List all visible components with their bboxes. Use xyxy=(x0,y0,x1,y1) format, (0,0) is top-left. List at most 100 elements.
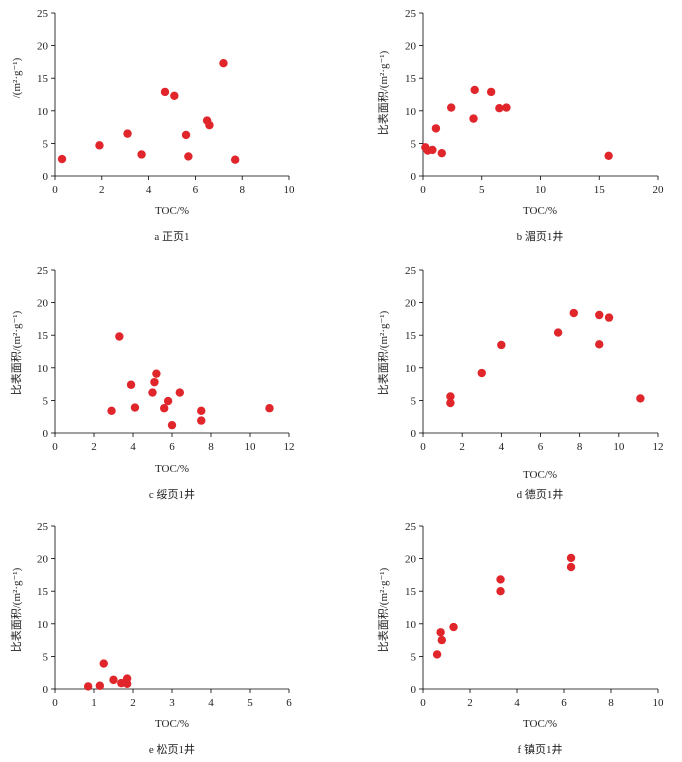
panel-c-x-tick-label: 12 xyxy=(284,441,295,453)
panel-c-y-tick-label: 20 xyxy=(37,298,49,310)
panel-b-x-tick-label: 15 xyxy=(594,184,606,196)
panel-f-y-tick-label: 20 xyxy=(405,554,417,566)
panel-d-point xyxy=(497,340,506,350)
panel-f-y-tick-label: 5 xyxy=(411,651,417,663)
panel-b-point xyxy=(495,103,504,113)
panel-f-point xyxy=(449,622,458,632)
panel-f-point xyxy=(566,553,576,563)
panel-b-x-tick-label: 0 xyxy=(420,184,426,196)
panel-d-y-tick-label: 0 xyxy=(411,428,417,440)
panel-e-point xyxy=(109,675,118,685)
panel-a-ylabel: /(m²·g⁻¹) xyxy=(11,57,23,98)
panel-e-point xyxy=(122,679,132,688)
panel-c-point xyxy=(160,404,169,413)
panel-c-x-tick-label: 10 xyxy=(245,441,257,453)
panel-c-y-tick-label: 25 xyxy=(37,265,49,277)
panel-e-x-tick-label: 0 xyxy=(52,697,58,709)
panel-a-point xyxy=(205,120,214,130)
panel-d: 比表面积/(m²·g⁻¹) TOC/% d 德页1井 0 5 10 15 20 25 0 2 4… xyxy=(376,265,664,501)
panel-b-point xyxy=(447,103,456,112)
panel-e-point xyxy=(95,681,105,690)
panel-d-point xyxy=(477,368,486,378)
panel-d-x-tick-label: 0 xyxy=(420,441,426,453)
panel-b-point xyxy=(437,148,446,158)
panel-d-y-tick-label: 5 xyxy=(411,395,417,407)
panel-b-caption: b 湄页1井 xyxy=(517,229,564,243)
panel-f-point xyxy=(496,575,505,584)
panel-c-y-tick-label: 15 xyxy=(37,330,49,342)
panel-d-x-tick-label: 6 xyxy=(538,441,544,453)
panel-b-point xyxy=(604,151,613,160)
panel-f-point xyxy=(432,650,442,659)
panel-f-caption: f 镇页1井 xyxy=(518,742,563,756)
panel-d-y-tick-label: 15 xyxy=(405,330,417,342)
panel-b-point xyxy=(486,87,496,97)
panel-f-x-tick-label: 4 xyxy=(514,697,520,709)
panel-c-xlabel: TOC/% xyxy=(155,463,189,475)
panel-d-x-tick-label: 12 xyxy=(653,441,664,453)
panel-d-x-tick-label: 10 xyxy=(613,441,625,453)
panel-d-x-tick-label: 4 xyxy=(499,441,505,453)
panel-a-point xyxy=(57,154,67,164)
panel-d-point xyxy=(569,308,578,318)
panel-c-point xyxy=(130,403,140,412)
panel-a-point xyxy=(160,87,170,97)
panel-b-ylabel: 比表面积/(m²·g⁻¹) xyxy=(376,50,390,135)
panel-b-x-tick-label: 5 xyxy=(479,184,485,196)
panel-e-xlabel: TOC/% xyxy=(155,718,189,730)
panel-c-caption: c 绥页1井 xyxy=(149,487,195,501)
panel-e-x-tick-label: 2 xyxy=(130,697,136,709)
panel-f-x-tick-label: 10 xyxy=(653,697,665,709)
panel-e-point xyxy=(83,682,93,691)
panel-a-y-tick-label: 10 xyxy=(37,106,49,118)
panel-a-point xyxy=(95,141,104,150)
panel-a-point xyxy=(230,155,240,164)
panel-e-y-tick-label: 25 xyxy=(37,521,49,533)
panel-c-point xyxy=(265,404,274,413)
panel-f: 比表面积/(m²·g⁻¹) TOC/% f 镇页1井 0 5 10 15 20 25 0 2 4… xyxy=(376,521,664,756)
panel-b-point xyxy=(470,85,479,95)
panel-e-x-tick-label: 4 xyxy=(208,697,214,709)
panel-e-x-tick-label: 3 xyxy=(169,697,175,709)
panel-a-x-tick-label: 2 xyxy=(99,184,105,196)
panel-a-point xyxy=(170,91,179,101)
panel-b-y-tick-label: 15 xyxy=(405,73,417,85)
panel-c-point xyxy=(148,388,157,397)
panel-a-point xyxy=(219,59,228,68)
panel-d-y-tick-label: 20 xyxy=(405,298,417,310)
panel-e-x-tick-label: 6 xyxy=(286,697,292,709)
panel-a-y-tick-label: 5 xyxy=(43,138,49,150)
panel-a-x-tick-label: 6 xyxy=(193,184,199,196)
panel-c-point xyxy=(167,420,177,430)
panel-f-x-tick-label: 2 xyxy=(467,697,473,709)
panel-c-point xyxy=(150,377,159,387)
panel-c-point xyxy=(197,416,206,425)
panel-b-y-tick-label: 20 xyxy=(405,41,417,53)
panel-c-y-tick-label: 5 xyxy=(43,395,49,407)
panel-a-point xyxy=(181,130,191,140)
panel-e-ylabel: 比表面积/(m²·g⁻¹) xyxy=(9,567,23,652)
panel-c-point xyxy=(152,369,161,378)
panel-d-point xyxy=(604,313,614,322)
panel-b-point xyxy=(502,103,511,112)
panel-a-point xyxy=(123,129,132,138)
panel-c-x-tick-label: 8 xyxy=(208,441,214,453)
panel-b-x-tick-label: 20 xyxy=(653,184,665,196)
panel-f-point xyxy=(496,587,505,596)
panel-f-point xyxy=(437,635,446,645)
panel-c: 比表面积/(m²·g⁻¹) TOC/% c 绥页1井 0 5 10 15 20 25 0 2 4… xyxy=(9,265,295,501)
panel-a-y-tick-label: 25 xyxy=(37,8,49,20)
panel-b-point xyxy=(428,145,437,155)
panel-d-x-tick-label: 8 xyxy=(577,441,583,453)
panel-c-x-tick-label: 6 xyxy=(169,441,175,453)
panel-b: 比表面积/(m²·g⁻¹) TOC/% b 湄页1井 0 5 10 15 20 25 0 5 1… xyxy=(376,8,664,243)
panel-a-y-tick-label: 15 xyxy=(37,73,49,85)
panel-e-x-tick-label: 5 xyxy=(247,697,253,709)
panel-e-y-tick-label: 15 xyxy=(37,586,49,598)
panel-c-point xyxy=(175,388,184,397)
panel-c-y-tick-label: 0 xyxy=(43,428,49,440)
panel-d-point xyxy=(595,310,604,320)
panel-a-caption: a 正页1 xyxy=(154,231,189,243)
panel-d-point xyxy=(553,328,563,337)
